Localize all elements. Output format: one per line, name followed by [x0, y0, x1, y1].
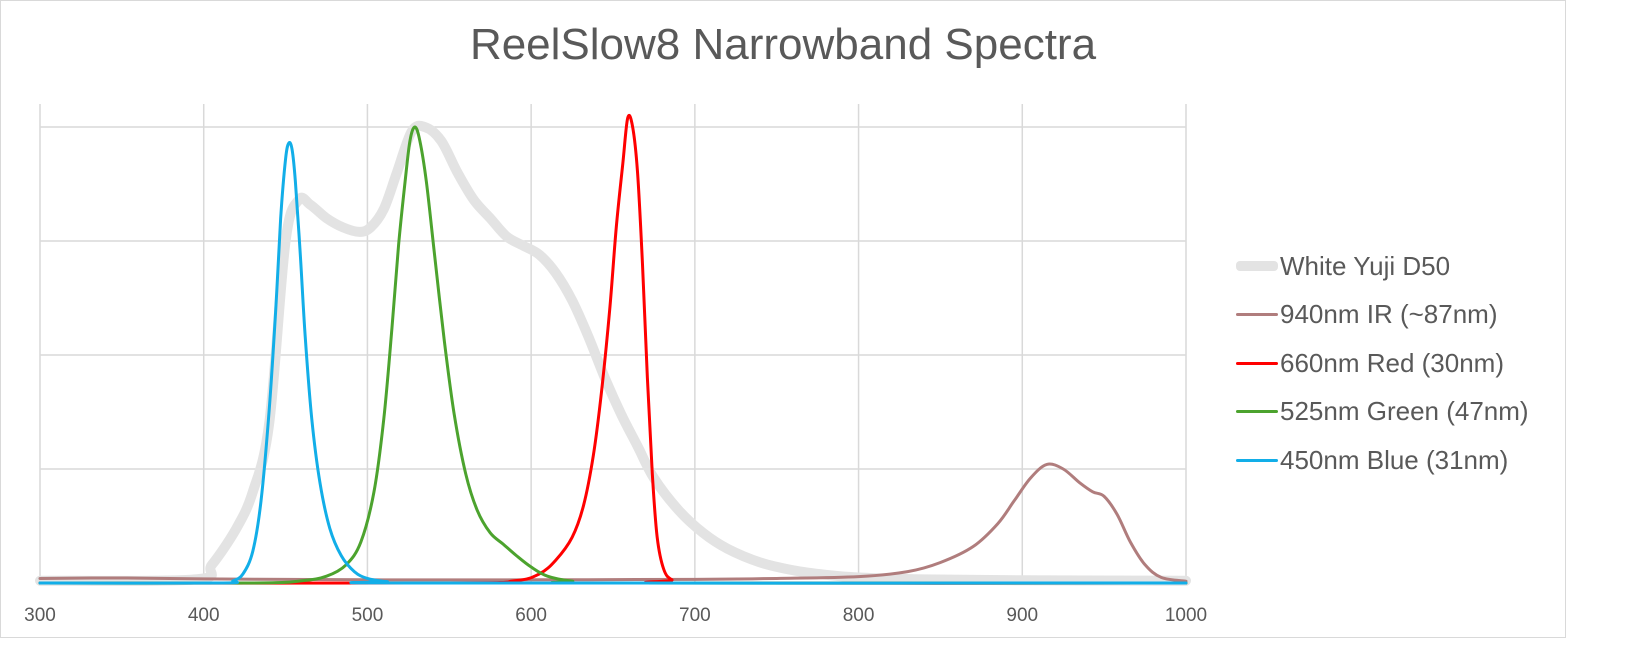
series-line: [38, 113, 1188, 585]
legend-item: 940nm IR (~87nm): [1236, 291, 1529, 340]
legend-label: 940nm IR (~87nm): [1280, 299, 1498, 330]
legend-label: 450nm Blue (31nm): [1280, 444, 1509, 475]
legend-swatch: [1236, 361, 1278, 365]
legend-item: White Yuji D50: [1236, 242, 1529, 291]
x-tick-labels: 300 400 500 600 700 800 900 1000: [24, 605, 1207, 626]
legend: White Yuji D50 940nm IR (~87nm) 660nm Red …: [1236, 242, 1529, 485]
x-tick-label: 700: [679, 605, 711, 626]
legend-swatch: [1236, 410, 1278, 414]
legend-label: White Yuji D50: [1280, 250, 1451, 281]
legend-label: 525nm Green (47nm): [1280, 396, 1529, 427]
legend-label: 660nm Red (30nm): [1280, 347, 1504, 378]
series-line: [35, 120, 1191, 586]
x-tick-label: 800: [843, 605, 875, 626]
legend-item: 450nm Blue (31nm): [1236, 436, 1529, 485]
legend-swatch: [1236, 313, 1278, 317]
x-tick-label: 500: [352, 605, 384, 626]
legend-item: 525nm Green (47nm): [1236, 388, 1529, 437]
series-line: [38, 462, 1188, 583]
series-lines: [35, 113, 1191, 586]
series-line: [38, 140, 1188, 585]
legend-item: 660nm Red (30nm): [1236, 339, 1529, 388]
x-tick-label: 900: [1006, 605, 1038, 626]
x-tick-label: 400: [188, 605, 220, 626]
chart-frame: [0, 0, 1566, 638]
grid: [39, 104, 1187, 584]
x-tick-label: 1000: [1165, 605, 1207, 626]
x-tick-label: 600: [515, 605, 547, 626]
x-tick-label: 300: [24, 605, 56, 626]
legend-swatch: [1236, 261, 1278, 272]
series-line: [38, 125, 1188, 585]
chart-title: ReelSlow8 Narrowband Spectra: [469, 20, 1097, 69]
legend-swatch: [1236, 458, 1278, 462]
